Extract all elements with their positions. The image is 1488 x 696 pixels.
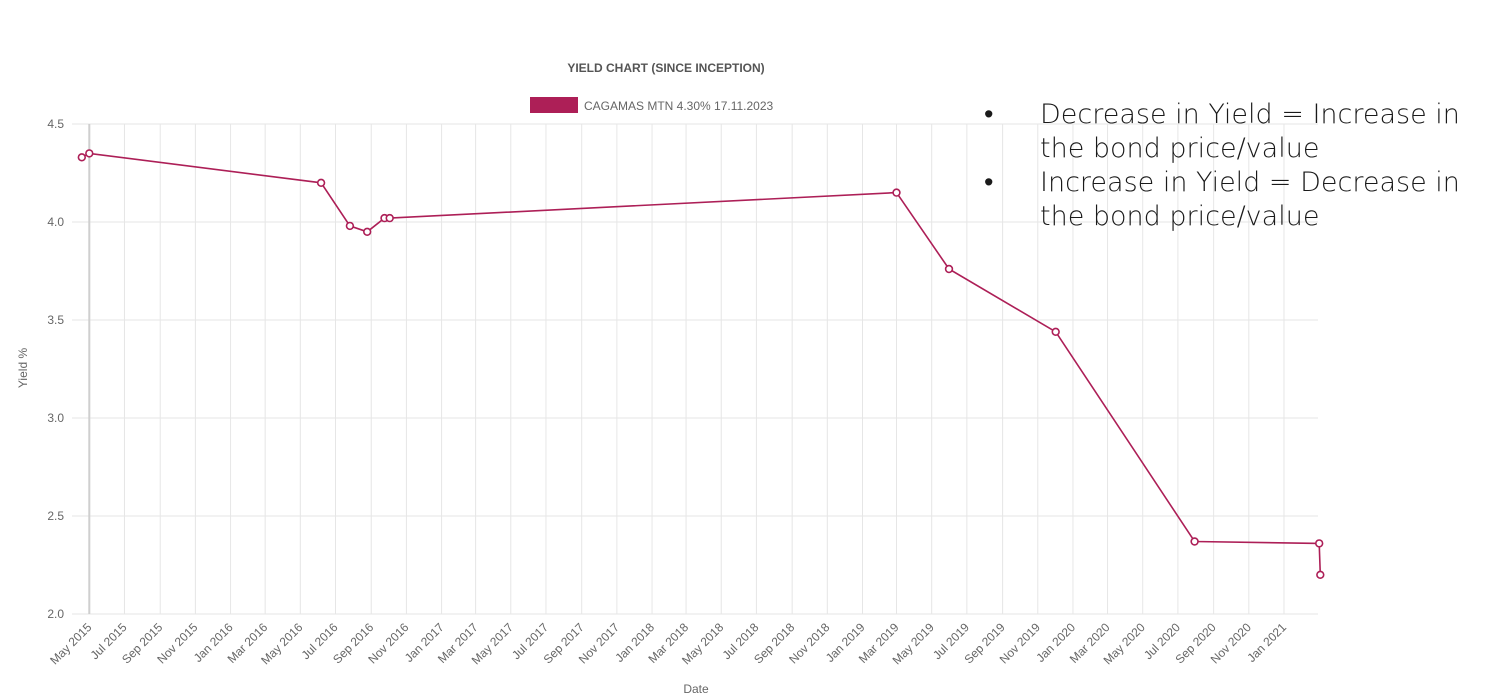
data-point[interactable]: [944, 264, 954, 274]
x-axis-title: Date: [683, 682, 709, 696]
y-axis-ticks: 2.0 2.5 3.0 3.5 4.0 4.5: [47, 117, 64, 621]
note-text: Decrease in Yield = Increase in the bond…: [1040, 99, 1460, 164]
data-point[interactable]: [85, 149, 94, 158]
series-line-group: [77, 149, 1325, 579]
bullet-icon: •: [984, 167, 994, 198]
x-tick-label: Jan 2021: [1244, 620, 1289, 665]
data-point[interactable]: [1316, 570, 1325, 579]
data-point[interactable]: [892, 188, 901, 197]
notes-box: • Decrease in Yield = Increase in the bo…: [984, 98, 1484, 234]
legend-swatch: [530, 97, 578, 113]
y-tick-label: 2.0: [47, 607, 64, 621]
data-point[interactable]: [1190, 537, 1199, 546]
y-tick-label: 3.0: [47, 411, 64, 425]
y-tick-label: 4.0: [47, 215, 64, 229]
note-text: Increase in Yield = Decrease in the bond…: [1040, 167, 1460, 232]
data-point[interactable]: [363, 227, 372, 237]
legend-label: CAGAMAS MTN 4.30% 17.11.2023: [584, 99, 774, 113]
y-axis-title: Yield %: [16, 348, 30, 389]
y-tick-label: 4.5: [47, 117, 64, 131]
y-tick-label: 2.5: [47, 509, 64, 523]
data-point[interactable]: [385, 213, 394, 223]
bullet-icon: •: [984, 99, 994, 130]
note-item: • Increase in Yield = Decrease in the bo…: [984, 166, 1484, 234]
y-tick-label: 3.5: [47, 313, 64, 327]
data-point[interactable]: [1051, 327, 1060, 336]
data-point[interactable]: [345, 221, 355, 231]
chart-title: YIELD CHART (SINCE INCEPTION): [567, 61, 764, 75]
data-point[interactable]: [1314, 539, 1324, 548]
note-item: • Decrease in Yield = Increase in the bo…: [984, 98, 1484, 166]
x-tick-label: May 2015: [47, 620, 94, 667]
legend[interactable]: CAGAMAS MTN 4.30% 17.11.2023: [530, 97, 774, 113]
data-point[interactable]: [77, 153, 87, 162]
grid: [72, 123, 1318, 615]
data-point[interactable]: [316, 178, 326, 188]
